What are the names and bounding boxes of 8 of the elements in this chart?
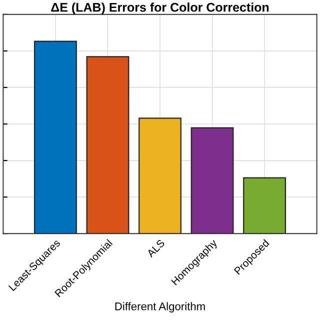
bar [138,118,182,234]
bar [86,56,130,234]
bar [243,177,286,234]
bar [190,127,234,234]
x-tick-label: ALS [146,238,166,258]
bar [34,40,77,234]
x-axis-title: Different Algorithm [115,302,205,312]
chart-title: ΔE (LAB) Errors for Color Correction [51,2,269,14]
